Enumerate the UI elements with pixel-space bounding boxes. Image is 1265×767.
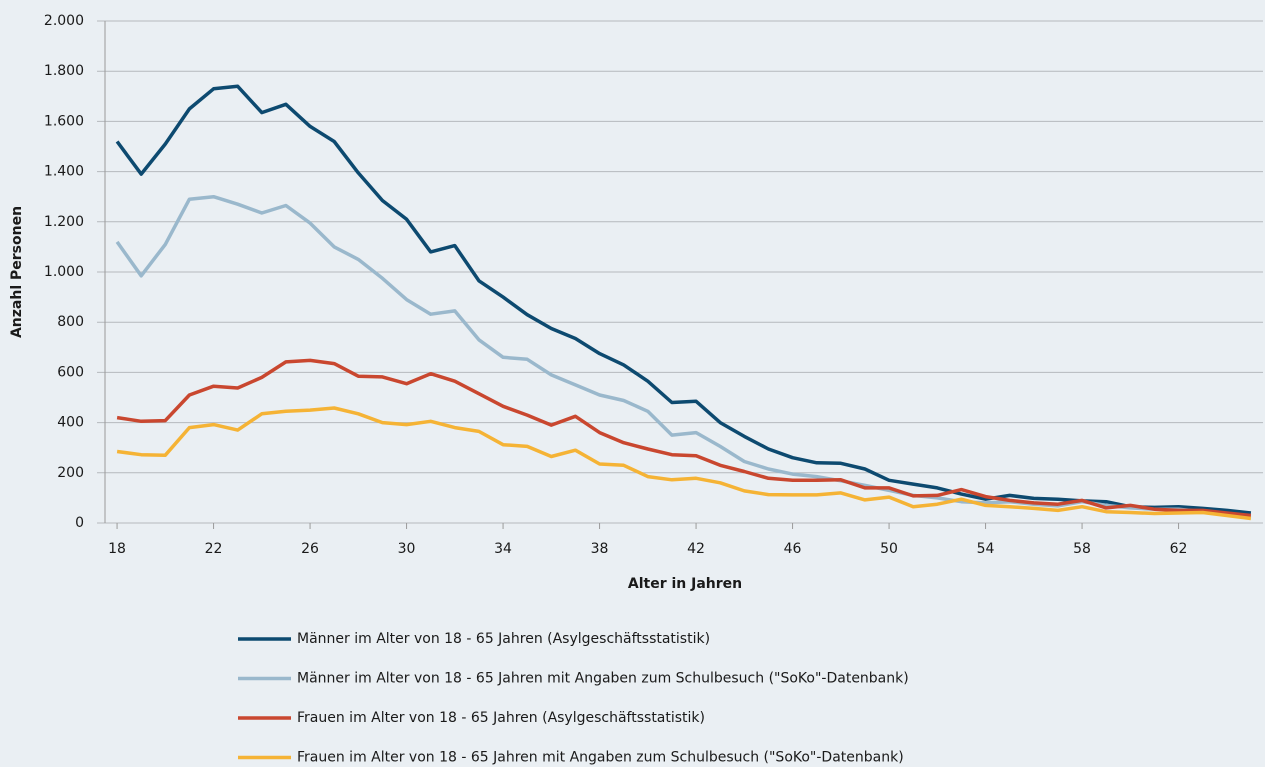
x-tick-label: 58	[1073, 541, 1091, 557]
y-tick-label: 0	[75, 515, 84, 531]
series-line	[116, 406, 1252, 521]
legend-label: Frauen im Alter von 18 - 65 Jahren (Asyl…	[297, 710, 705, 726]
y-tick-label: 400	[57, 415, 84, 431]
legend-label: Frauen im Alter von 18 - 65 Jahren mit A…	[297, 750, 904, 766]
y-tick-label: 800	[57, 314, 84, 330]
y-axis-label: Anzahl Personen	[9, 206, 25, 338]
y-tick-label: 1.000	[44, 264, 84, 280]
series-line	[115, 84, 1252, 515]
x-tick-label: 38	[591, 541, 609, 557]
x-tick-label: 26	[301, 541, 319, 557]
y-tick-label: 1.200	[44, 214, 84, 230]
legend-label: Männer im Alter von 18 - 65 Jahren mit A…	[297, 671, 909, 687]
legend-label: Männer im Alter von 18 - 65 Jahren (Asyl…	[297, 631, 710, 647]
series-line	[115, 194, 1252, 519]
x-tick-label: 54	[977, 541, 995, 557]
x-tick-label: 42	[687, 541, 705, 557]
x-tick-label: 18	[108, 541, 126, 557]
y-tick-label: 1.400	[44, 164, 84, 180]
x-axis-label: Alter in Jahren	[628, 576, 742, 592]
x-tick-label: 30	[398, 541, 416, 557]
y-tick-label: 600	[57, 364, 84, 380]
series-line	[116, 358, 1252, 518]
x-tick-label: 22	[205, 541, 223, 557]
x-tick-label: 46	[784, 541, 802, 557]
y-tick-label: 1.600	[44, 113, 84, 129]
x-tick-label: 34	[494, 541, 512, 557]
y-tick-label: 1.800	[44, 63, 84, 79]
x-tick-label: 50	[880, 541, 898, 557]
x-tick-label: 62	[1170, 541, 1188, 557]
y-tick-label: 2.000	[44, 13, 84, 29]
y-tick-label: 200	[57, 465, 84, 481]
